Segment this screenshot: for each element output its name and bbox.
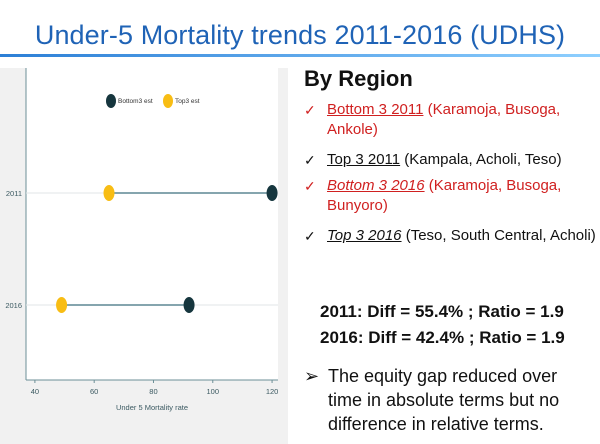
legend-label-1: Top3 est [175, 98, 200, 105]
point-bottom3-2016 [183, 297, 195, 313]
bullet-regions: (Teso, South Central, Acholi) [401, 227, 596, 244]
region-heading: By Region [304, 66, 413, 91]
check-icon: ✓ [304, 178, 316, 194]
check-icon: ✓ [304, 228, 316, 244]
stat-2011: 2011: Diff = 55.4% ; Ratio = 1.9 [320, 302, 564, 321]
x-tick-labels: 40 60 80 100 120 [31, 380, 279, 396]
plot-area [26, 68, 278, 380]
x-tick-label-60: 60 [90, 387, 98, 396]
bullet-regions: (Kampala, Acholi, Teso) [400, 151, 562, 168]
slide-title: Under-5 Mortality trends 2011-2016 (UDHS… [34, 20, 566, 50]
y-tick-labels: 2011 2016 [5, 189, 22, 310]
x-tick-label-100: 100 [207, 387, 220, 396]
arrow-bullet-icon: ➢ [304, 366, 320, 386]
bullet-regions: (Karamoja, Busoga, Bunyoro) [327, 177, 562, 214]
connectors [61, 192, 273, 306]
bullet-regions: (Karamoja, Busoga, Ankole) [327, 101, 561, 138]
points [56, 185, 278, 313]
check-icon: ✓ [304, 152, 316, 168]
check-icon: ✓ [304, 102, 316, 118]
x-axis-label: Under 5 Mortality rate [116, 403, 188, 412]
equity-text: The equity gap reduced over time in abso… [328, 366, 560, 434]
bullet-label: Top 3 2016 [327, 227, 402, 244]
bullet-label: Bottom 3 2016 [327, 177, 425, 194]
point-top3-2016 [56, 297, 68, 313]
legend-label-0: Bottom3 est [118, 98, 153, 105]
chart-panel: 2011 2016 40 60 80 100 120 Bottom3 est Top3 es… [0, 68, 288, 444]
legend: Bottom3 est Top3 est [106, 94, 200, 108]
x-tick-label-80: 80 [149, 387, 157, 396]
point-top3-2011 [103, 185, 115, 201]
legend-swatch-1 [163, 94, 173, 108]
x-tick-label-40: 40 [31, 387, 39, 396]
bullet-label: Top 3 2011 [327, 151, 401, 168]
dumbbell-chart: 2011 2016 40 60 80 100 120 Bottom3 est Top3 es… [5, 68, 279, 412]
x-tick-label-120: 120 [266, 387, 279, 396]
y-tick-label-2016: 2016 [5, 301, 22, 310]
stat-2016: 2016: Diff = 42.4% ; Ratio = 1.9 [320, 328, 565, 347]
y-tick-label-2011: 2011 [6, 189, 22, 198]
legend-swatch-0 [106, 94, 116, 108]
point-bottom3-2011 [266, 185, 278, 201]
bullet-label: Bottom 3 2011 [327, 101, 424, 118]
title-rule [0, 54, 600, 57]
